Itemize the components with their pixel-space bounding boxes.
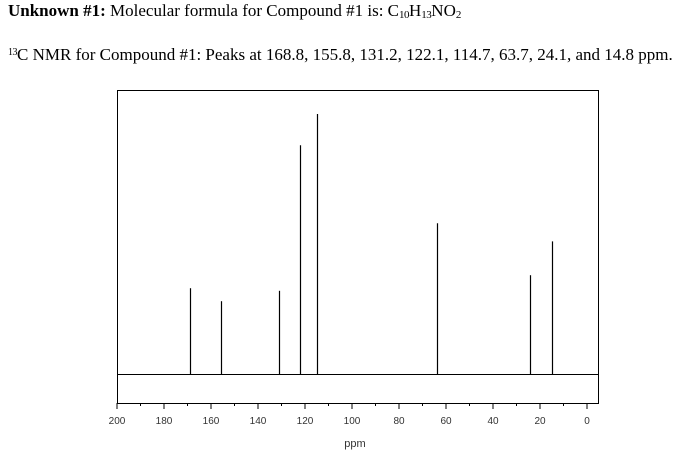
formula-carbon-count: 10 bbox=[399, 9, 410, 21]
x-tick-label: 80 bbox=[393, 416, 405, 427]
compound-formula-heading: Unknown #1: Molecular formula for Compou… bbox=[8, 1, 461, 25]
x-axis-title: ppm bbox=[344, 438, 365, 450]
plot-frame bbox=[117, 90, 599, 404]
x-tick-label: 200 bbox=[109, 416, 126, 427]
x-axis-tick-labels: 200 180 160 140 120 100 80 60 40 20 0 bbox=[109, 416, 591, 427]
x-tick-label: 180 bbox=[156, 416, 173, 427]
unknown-label: Unknown #1: bbox=[8, 1, 106, 20]
x-axis-ticks bbox=[116, 403, 588, 409]
formula-intro: Molecular formula for Compound #1 is: C bbox=[105, 1, 400, 20]
formula-hydrogen-count: 13 bbox=[421, 9, 432, 21]
x-tick-label: 0 bbox=[584, 416, 590, 427]
formula-oxygen-count: 2 bbox=[455, 9, 462, 21]
peak-series bbox=[189, 114, 554, 374]
nmr-description: 13C NMR for Compound #1: Peaks at 168.8,… bbox=[8, 42, 673, 66]
x-tick-label: 40 bbox=[487, 416, 499, 427]
x-tick-label: 140 bbox=[250, 416, 267, 427]
x-tick-label: 20 bbox=[534, 416, 546, 427]
x-tick-label: 60 bbox=[440, 416, 452, 427]
x-tick-label: 100 bbox=[344, 416, 361, 427]
x-tick-label: 120 bbox=[297, 416, 314, 427]
formula-hydrogen: H bbox=[409, 1, 422, 20]
isotope-mass-number: 13 bbox=[8, 47, 18, 58]
x-tick-label: 160 bbox=[203, 416, 220, 427]
nmr-peaks-text: C NMR for Compound #1: Peaks at 168.8, 1… bbox=[17, 45, 673, 64]
formula-rest: NO bbox=[431, 1, 456, 20]
